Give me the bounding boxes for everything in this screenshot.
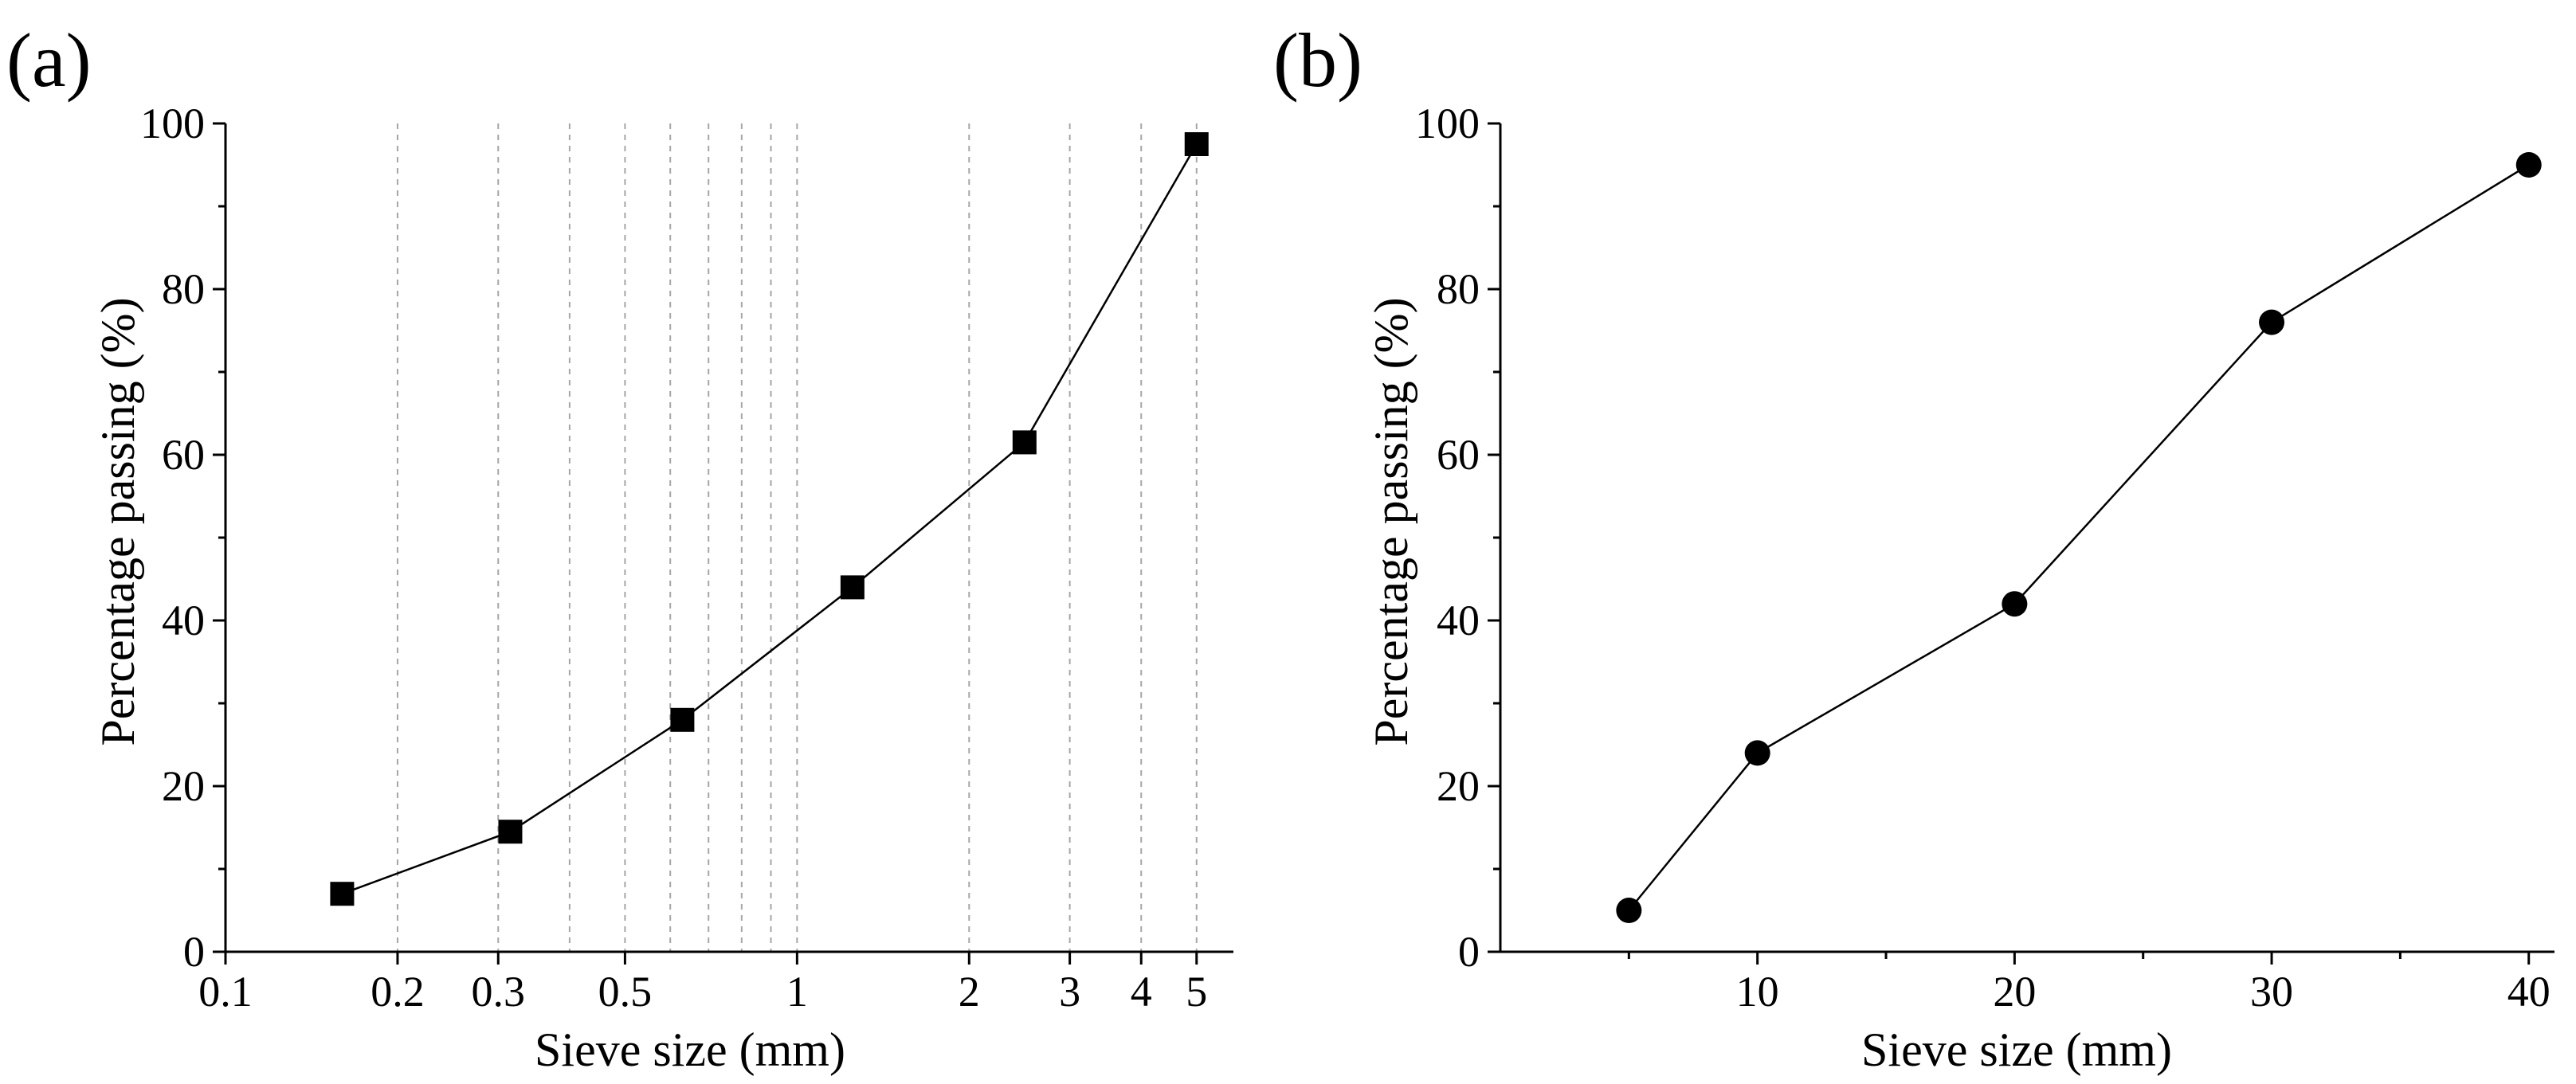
x-tick-label: 0.5 xyxy=(598,968,653,1016)
data-point xyxy=(1012,430,1037,455)
x-tick-label: 40 xyxy=(2507,968,2551,1016)
x-tick-label: 2 xyxy=(959,968,980,1016)
x-tick-label: 5 xyxy=(1186,968,1207,1016)
y-tick-label: 80 xyxy=(1437,265,1480,313)
series-b xyxy=(1616,152,2542,923)
axes-b xyxy=(1499,123,2554,953)
series-line xyxy=(341,143,1198,895)
y-axis-title-b: Percentage passing (%) xyxy=(1365,297,1417,745)
y-tick-label: 40 xyxy=(162,597,205,644)
x-tick-label: 0.3 xyxy=(472,968,526,1016)
panel-label-b: (b) xyxy=(1273,18,1362,103)
data-point xyxy=(840,575,865,600)
chart-a: (a) 0.1 0.2 0.3 0.5 1 2 3 4 5 0 20 40 60 80 100 Sieve… xyxy=(6,18,1233,1076)
x-axis-title-a: Sieve size (mm) xyxy=(535,1023,845,1076)
y-tick-label: 100 xyxy=(140,100,205,147)
chart-b: (b) 10 20 30 40 0 20 40 60 80 100 Sieve size (mm… xyxy=(1273,18,2554,1076)
data-point xyxy=(1616,898,1642,923)
y-tick-label: 20 xyxy=(1437,762,1480,810)
data-point xyxy=(2002,591,2028,617)
y-axis-title-a: Percentage passing (%) xyxy=(92,297,144,745)
y-tick-label: 40 xyxy=(1437,597,1480,644)
x-tick-label: 0.2 xyxy=(371,968,425,1016)
y-tick-label: 100 xyxy=(1415,100,1480,147)
x-tick-label: 20 xyxy=(1993,968,2036,1016)
data-point xyxy=(1184,132,1209,156)
data-point xyxy=(330,882,355,906)
data-point xyxy=(2259,309,2285,335)
y-tick-label: 20 xyxy=(162,762,205,810)
x-axis-title-b: Sieve size (mm) xyxy=(1861,1023,2172,1076)
x-tick-label: 10 xyxy=(1736,968,1779,1016)
y-tick-label: 60 xyxy=(162,431,205,479)
x-tick-label: 30 xyxy=(2250,968,2293,1016)
data-point xyxy=(1744,740,1770,766)
axes-a xyxy=(224,123,1233,953)
x-tick-label: 3 xyxy=(1059,968,1080,1016)
x-tick-label: 4 xyxy=(1131,968,1152,1016)
x-ticks-b: 10 20 30 40 xyxy=(1627,952,2551,1016)
y-ticks-a: 0 20 40 60 80 100 xyxy=(140,100,225,976)
y-tick-label: 0 xyxy=(183,928,205,976)
y-tick-label: 60 xyxy=(1437,431,1480,479)
series-line xyxy=(1628,163,2530,911)
x-tick-label: 1 xyxy=(786,968,808,1016)
y-ticks-b: 0 20 40 60 80 100 xyxy=(1415,100,1500,976)
y-tick-label: 80 xyxy=(162,265,205,313)
x-ticks-a: 0.1 0.2 0.3 0.5 1 2 3 4 5 xyxy=(198,952,1207,1016)
series-a xyxy=(330,132,1209,906)
y-tick-label: 0 xyxy=(1458,928,1480,976)
data-point xyxy=(498,820,523,844)
data-point xyxy=(2515,152,2542,178)
x-tick-label: 0.1 xyxy=(198,968,253,1016)
grid-a xyxy=(396,123,1198,952)
data-point xyxy=(670,707,695,732)
panel-label-a: (a) xyxy=(6,18,92,103)
